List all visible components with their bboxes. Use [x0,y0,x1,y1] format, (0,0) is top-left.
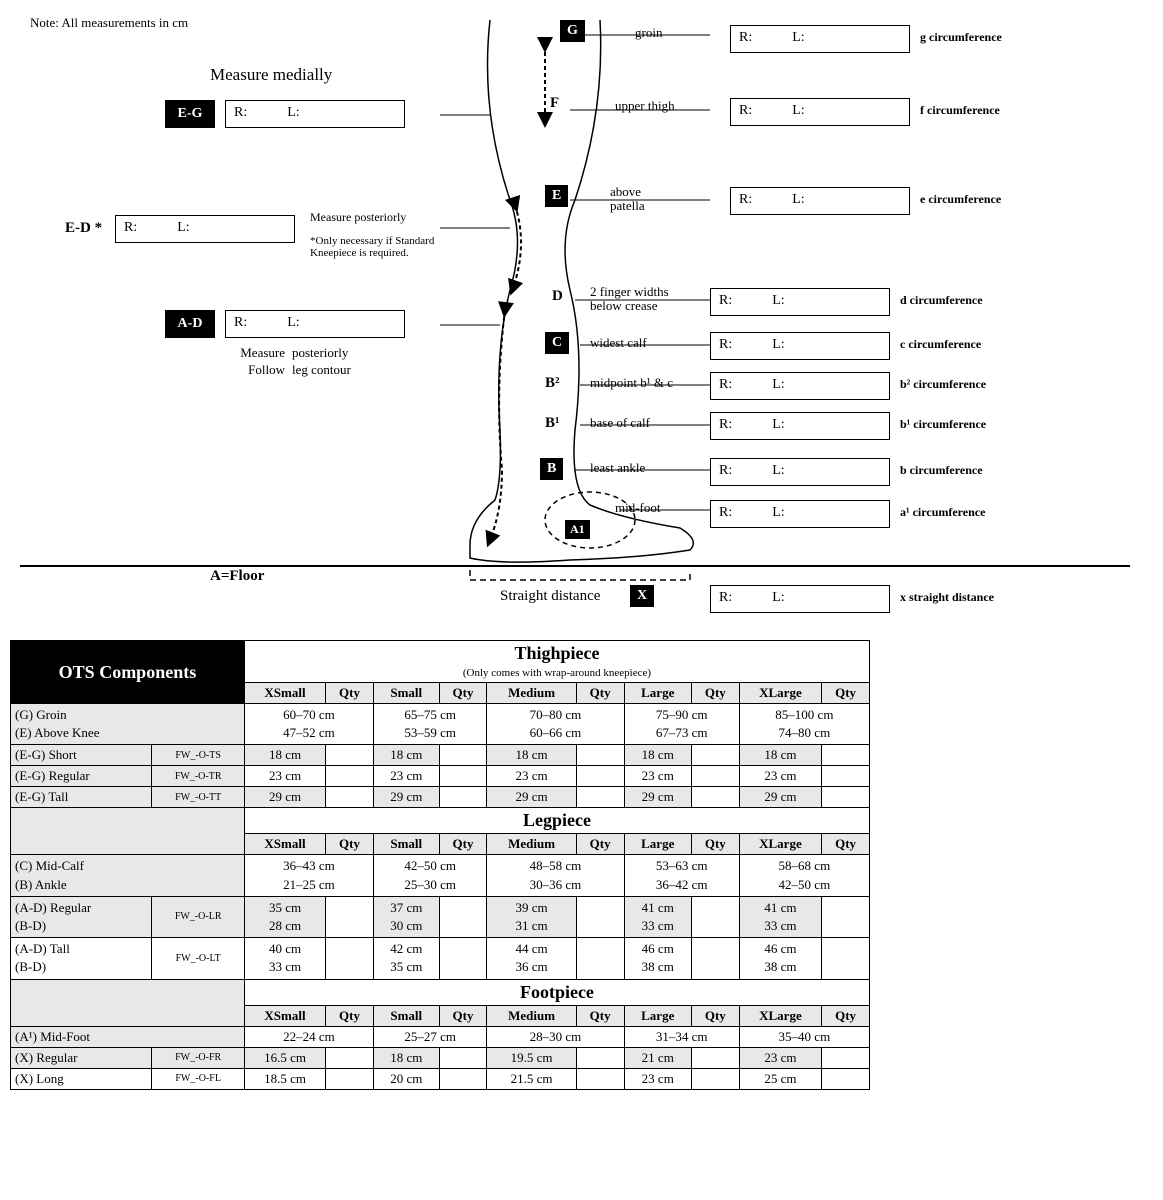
marker-g: G [560,20,585,42]
circ-f: f circumference [920,103,1000,118]
footpiece-title: Footpiece [244,979,869,1005]
circ-b1: b¹ circumference [900,417,986,432]
marker-x: X [630,585,654,607]
floor-line [20,565,1130,567]
desc-d: 2 finger widths below crease [590,285,700,314]
marker-b2: B² [545,375,560,392]
rl-c[interactable]: R:L: [710,332,890,360]
marker-d: D [552,288,563,305]
desc-b2: midpoint b¹ & c [590,375,673,391]
marker-a1: A1 [565,520,590,539]
rl-a1[interactable]: R:L: [710,500,890,528]
label-eg: E-G [165,100,215,128]
measure-posteriorly: Measure posteriorly [310,210,406,225]
rl-e[interactable]: R:L: [730,187,910,215]
legpiece-title: Legpiece [244,808,869,834]
circ-c: c circumference [900,337,981,352]
rl-ad[interactable]: R:L: [225,310,405,338]
circ-d: d circumference [900,293,983,308]
desc-g: groin [635,25,662,41]
label-ad: A-D [165,310,215,338]
rl-b[interactable]: R:L: [710,458,890,486]
rl-x[interactable]: R:L: [710,585,890,613]
circ-x: x straight distance [900,590,994,605]
rl-d[interactable]: R:L: [710,288,890,316]
marker-e: E [545,185,568,207]
follow2: Follow [230,362,285,378]
circ-e: e circumference [920,192,1001,207]
ots-header: OTS Components [11,641,245,704]
circ-g: g circumference [920,30,1002,45]
marker-c: C [545,332,569,354]
rl-ed[interactable]: R:L: [115,215,295,243]
marker-f: F [550,95,559,112]
rl-g[interactable]: R:L: [730,25,910,53]
marker-b1: B¹ [545,415,560,432]
desc-b1: base of calf [590,415,650,431]
rl-b2[interactable]: R:L: [710,372,890,400]
note-units: Note: All measurements in cm [30,15,188,31]
rl-f[interactable]: R:L: [730,98,910,126]
desc-b: least ankle [590,460,645,476]
rl-eg[interactable]: R:L: [225,100,405,128]
rl-b1[interactable]: R:L: [710,412,890,440]
thigh-range-label: (G) Groin(E) Above Knee [11,704,245,745]
follow1: Measure [230,345,285,361]
thighpiece-title: Thighpiece (Only comes with wrap-around … [244,641,869,683]
desc-a1: mid-foot [615,500,661,516]
a-floor: A=Floor [210,568,264,585]
follow4: leg contour [292,362,351,378]
measure-medially: Measure medially [210,65,332,85]
leg-measurement-diagram: Note: All measurements in cm Measure med… [10,10,1140,630]
circ-b: b circumference [900,463,983,478]
circ-a1: a¹ circumference [900,505,985,520]
follow3: posteriorly [292,345,348,361]
desc-c: widest calf [590,335,647,351]
circ-b2: b² circumference [900,377,986,392]
label-ed: E-D * [65,220,102,237]
marker-b: B [540,458,563,480]
kneepiece-note: *Only necessary if Standard Kneepiece is… [310,235,460,259]
ots-components-table: OTS Components Thighpiece (Only comes wi… [10,640,870,1090]
desc-e: abovepatella [610,185,645,214]
desc-f: upper thigh [615,98,675,114]
straight-distance: Straight distance [500,588,600,605]
